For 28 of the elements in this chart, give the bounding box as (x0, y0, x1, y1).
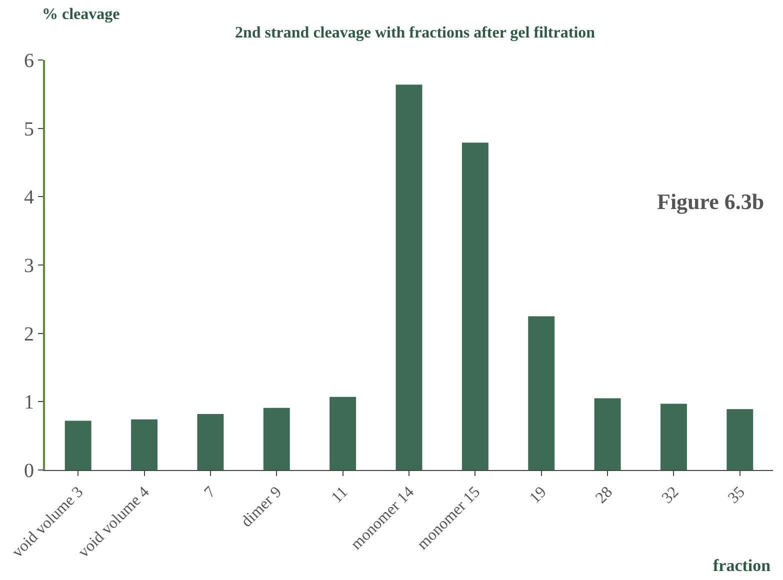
bar (263, 408, 290, 470)
x-tick-label: 11 (328, 484, 352, 507)
y-tick-label: 2 (24, 323, 34, 346)
bar (64, 420, 92, 470)
x-tick-label: 7 (201, 484, 219, 502)
bar (396, 84, 422, 470)
y-tick-label: 4 (24, 186, 34, 209)
y-tick-label: 0 (24, 460, 34, 482)
x-tick-label: 28 (592, 484, 616, 507)
bar (197, 414, 224, 470)
bar (528, 316, 555, 470)
chart-title: 2nd strand cleavage with fractions after gel filtration (234, 24, 596, 42)
y-tick-label: 5 (24, 118, 34, 140)
x-tick-label: 32 (658, 484, 682, 507)
x-tick-label: 35 (725, 484, 748, 507)
bar (462, 142, 488, 470)
bar (131, 419, 158, 470)
y-tick-label: 3 (24, 255, 34, 277)
y-tick-label: 6 (24, 50, 34, 72)
bar (726, 409, 754, 470)
annotation: Figure 6.3b (657, 189, 764, 214)
y-tick-label: 1 (24, 392, 34, 414)
y-axis-title: % cleavage (42, 6, 120, 23)
bar (330, 396, 356, 470)
bar (594, 398, 621, 470)
bar (660, 404, 687, 470)
x-axis-title: fraction (713, 556, 772, 575)
x-tick-label: 19 (526, 484, 550, 507)
